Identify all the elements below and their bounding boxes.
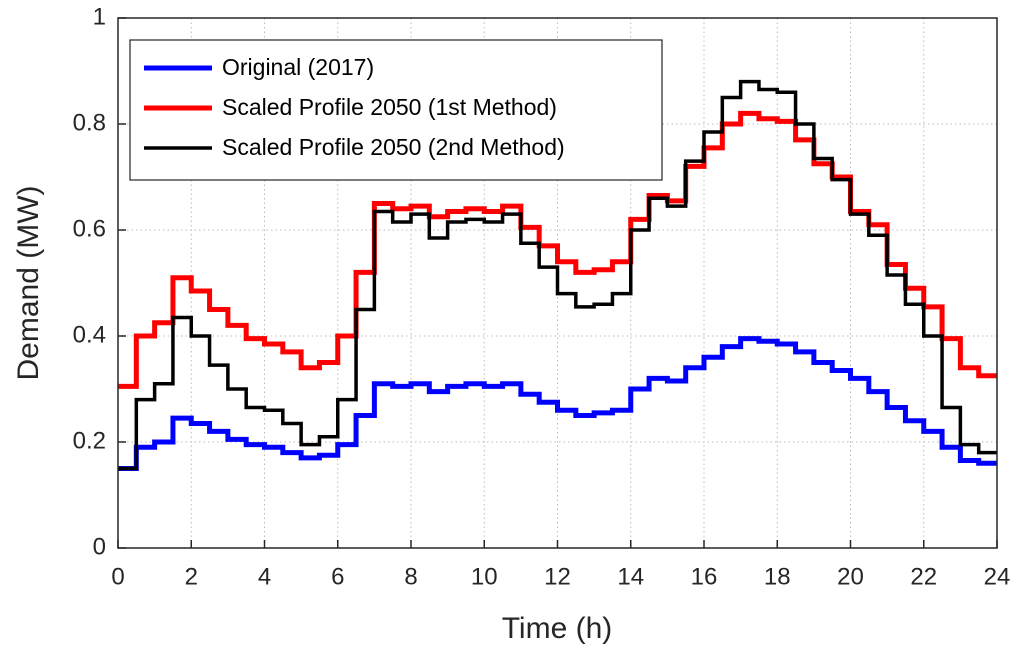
legend-label: Scaled Profile 2050 (2nd Method) bbox=[222, 134, 565, 160]
x-tick-label: 8 bbox=[404, 563, 417, 590]
y-tick-label: 0.2 bbox=[73, 427, 106, 454]
x-tick-label: 6 bbox=[331, 563, 344, 590]
x-tick-label: 4 bbox=[258, 563, 271, 590]
series-line bbox=[118, 336, 997, 471]
legend-box bbox=[129, 39, 663, 181]
y-axis-label: Demand (MW) bbox=[12, 185, 45, 380]
y-tick-label: 0.6 bbox=[73, 215, 106, 242]
legend: Original (2017) Scaled Profile 2050 (1st … bbox=[129, 39, 663, 181]
lines bbox=[118, 79, 997, 471]
x-tick-label: 16 bbox=[691, 563, 718, 590]
x-tick-label: 18 bbox=[764, 563, 791, 590]
y-tick-label: 0.4 bbox=[73, 321, 106, 348]
x-tick-label: 14 bbox=[617, 563, 644, 590]
x-axis-label: Time (h) bbox=[502, 612, 613, 645]
y-tick-label: 1 bbox=[93, 3, 106, 30]
series-line bbox=[118, 79, 997, 471]
x-tick-label: 2 bbox=[185, 563, 198, 590]
x-tick-label: 10 bbox=[471, 563, 498, 590]
legend-label: Original (2017) bbox=[222, 54, 374, 80]
x-tick-label: 24 bbox=[984, 563, 1011, 590]
x-tick-label: 20 bbox=[837, 563, 864, 590]
y-tick-label: 0 bbox=[93, 533, 106, 560]
x-tick-label: 12 bbox=[544, 563, 571, 590]
x-tick-label: 0 bbox=[111, 563, 124, 590]
x-tick-label: 22 bbox=[910, 563, 937, 590]
legend-label: Scaled Profile 2050 (1st Method) bbox=[222, 94, 557, 120]
y-tick-label: 0.8 bbox=[73, 109, 106, 136]
